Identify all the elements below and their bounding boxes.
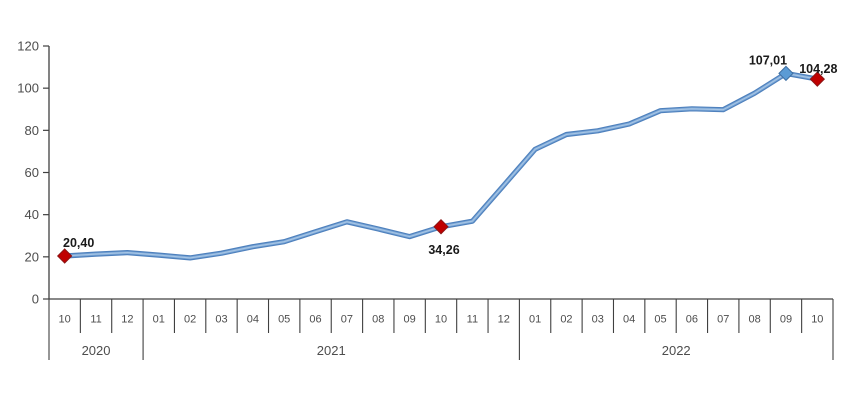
month-label: 06 xyxy=(686,314,698,326)
data-point-marker xyxy=(778,65,794,82)
month-label: 04 xyxy=(623,314,635,326)
y-tick-label: 0 xyxy=(32,292,39,307)
month-label: 08 xyxy=(748,314,760,326)
data-point-marker xyxy=(56,248,73,264)
month-label: 05 xyxy=(278,314,290,326)
month-label: 02 xyxy=(184,314,196,326)
month-label: 11 xyxy=(90,314,101,326)
month-label: 03 xyxy=(215,314,227,326)
month-label: 05 xyxy=(654,314,666,326)
y-tick-label: 20 xyxy=(25,249,39,264)
month-label: 09 xyxy=(404,314,416,326)
month-label: 07 xyxy=(341,314,353,326)
month-label: 10 xyxy=(59,314,71,326)
month-label: 08 xyxy=(372,314,384,326)
data-point-marker xyxy=(809,71,826,87)
month-label: 11 xyxy=(467,314,478,326)
y-tick-label: 60 xyxy=(25,165,39,180)
month-label: 07 xyxy=(717,314,729,326)
month-label: 10 xyxy=(811,314,823,326)
data-point-label: 107,01 xyxy=(749,53,787,67)
month-label: 12 xyxy=(498,314,510,326)
y-tick-label: 100 xyxy=(17,81,39,96)
month-label: 02 xyxy=(560,314,572,326)
year-label: 2022 xyxy=(662,343,691,358)
y-tick-label: 120 xyxy=(17,39,39,54)
data-point-marker xyxy=(433,219,449,235)
data-point-label: 34,26 xyxy=(428,243,459,257)
data-point-label: 104,28 xyxy=(799,62,837,76)
y-tick-label: 40 xyxy=(25,207,39,222)
month-label: 03 xyxy=(592,314,604,326)
month-label: 04 xyxy=(247,314,259,326)
month-label: 01 xyxy=(529,314,541,326)
month-label: 09 xyxy=(780,314,792,326)
month-label: 10 xyxy=(435,314,447,326)
year-label: 2020 xyxy=(82,343,111,358)
month-label: 12 xyxy=(121,314,133,326)
month-label: 01 xyxy=(153,314,165,326)
month-label: 06 xyxy=(309,314,321,326)
year-label: 2021 xyxy=(317,343,346,358)
y-tick-label: 80 xyxy=(25,123,39,138)
data-point-label: 20,40 xyxy=(63,236,94,250)
